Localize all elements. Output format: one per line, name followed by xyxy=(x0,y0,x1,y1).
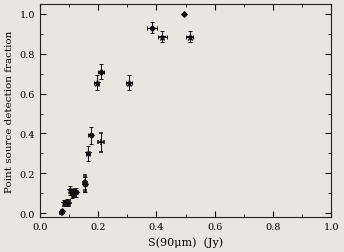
X-axis label: S(90μm)  (Jy): S(90μm) (Jy) xyxy=(148,237,223,247)
Y-axis label: Point source detection fraction: Point source detection fraction xyxy=(5,30,14,192)
